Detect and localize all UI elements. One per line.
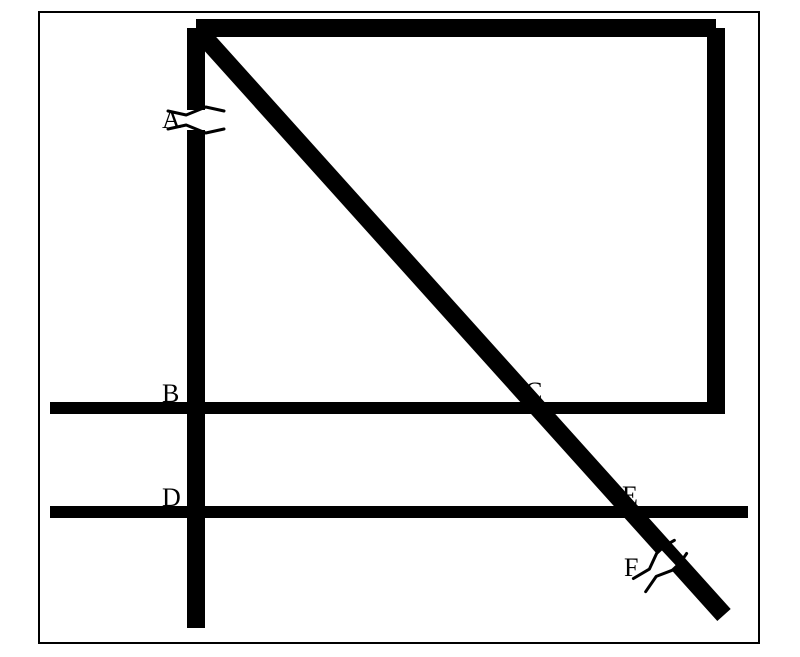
label-F: F (624, 553, 638, 582)
break-gap (653, 559, 667, 574)
diagram-canvas: A B C D E F (0, 0, 800, 657)
label-A: A (162, 105, 181, 134)
label-D: D (162, 483, 181, 512)
label-B: B (162, 379, 179, 408)
label-E: E (622, 481, 638, 510)
label-C: C (525, 377, 542, 406)
